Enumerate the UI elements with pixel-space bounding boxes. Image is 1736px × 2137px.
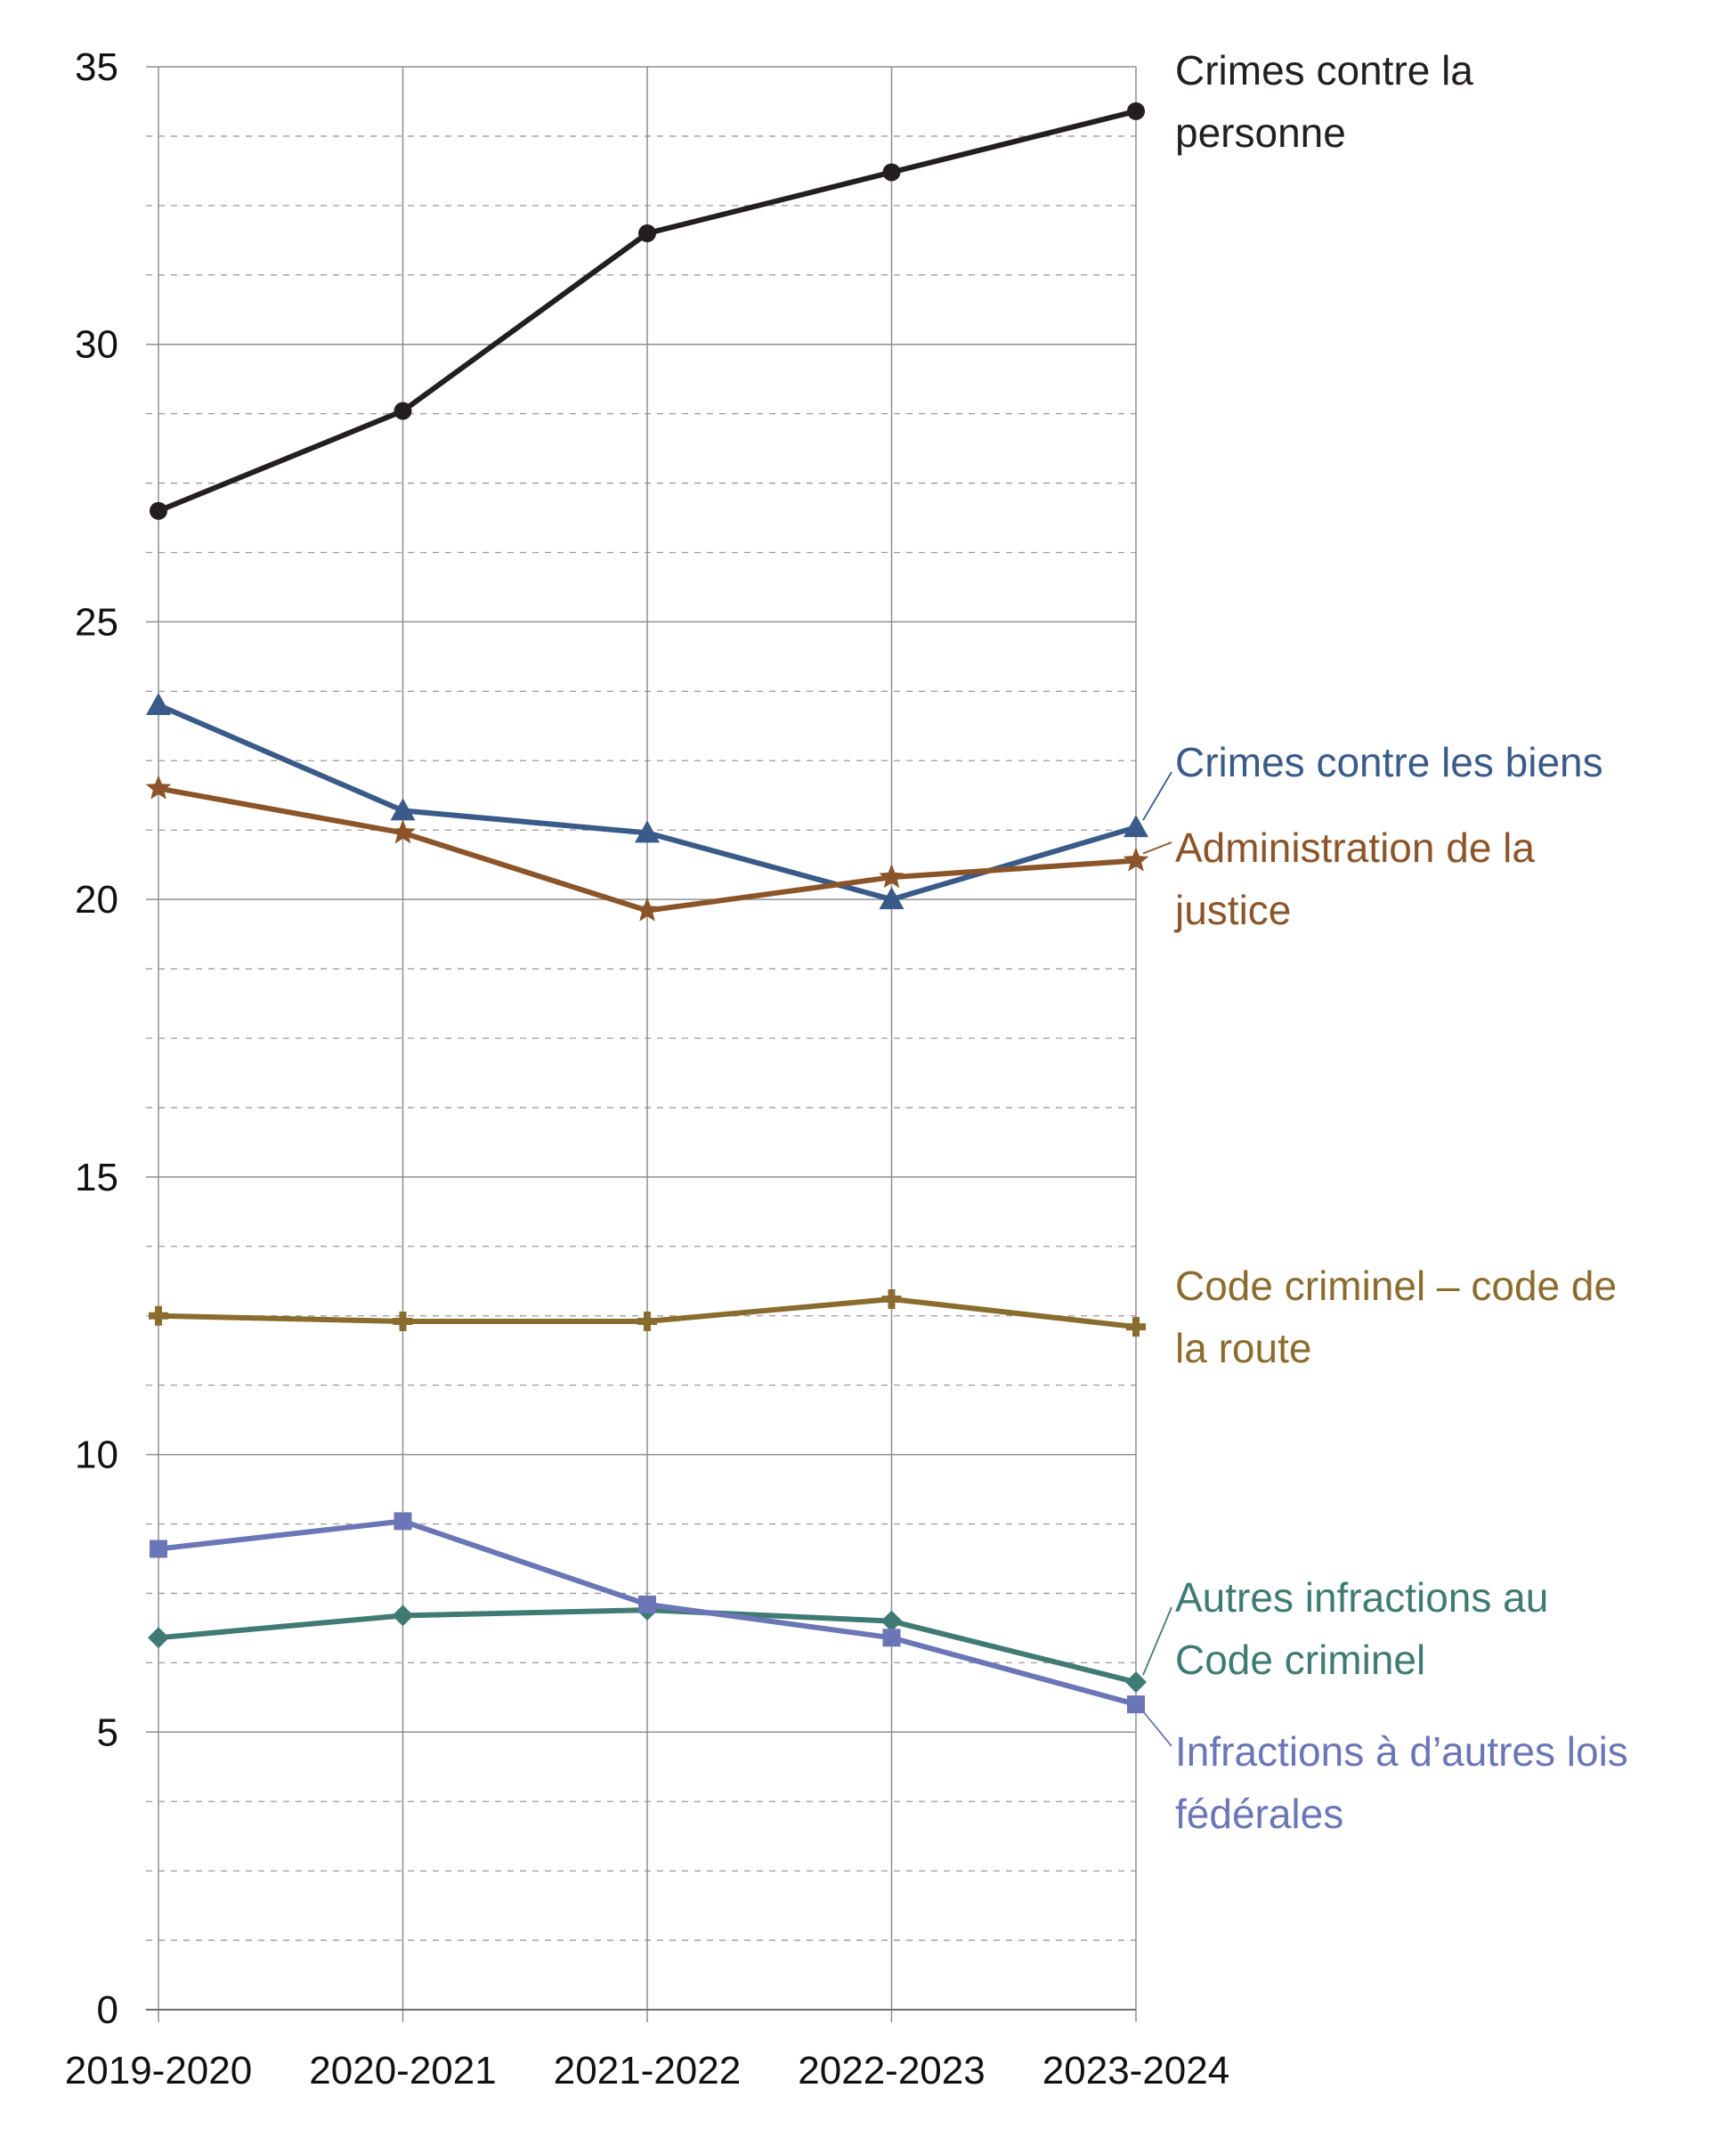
series-label-line: Administration de la (1175, 825, 1535, 871)
data-point-circle (1127, 102, 1145, 120)
x-tick-label: 2019-2020 (65, 2049, 252, 2092)
y-tick-label: 0 (97, 1988, 118, 2032)
data-point-diamond (1125, 1671, 1147, 1694)
series-label-line: Infractions à d’autres lois (1175, 1728, 1628, 1775)
data-point-triangle (146, 692, 171, 715)
grid (146, 66, 1137, 2022)
series-group (145, 102, 1149, 1714)
data-point-square (150, 1540, 167, 1558)
y-tick-label: 25 (75, 600, 118, 644)
data-point-cross (149, 1305, 168, 1326)
series-label-line: fédérales (1175, 1791, 1343, 1837)
x-tick-label: 2023-2024 (1042, 2049, 1229, 2092)
data-point-square (638, 1595, 656, 1613)
data-point-diamond (880, 1610, 903, 1632)
data-point-cross (637, 1311, 657, 1331)
x-tick-label: 2022-2023 (798, 2049, 985, 2092)
x-tick-label: 2020-2021 (309, 2049, 496, 2092)
data-point-star (390, 819, 416, 844)
series-label-line: Autres infractions au (1175, 1574, 1548, 1621)
data-point-circle (882, 163, 901, 182)
data-point-triangle (1124, 815, 1148, 838)
label-leader-line (1142, 1606, 1172, 1676)
data-point-square (882, 1629, 901, 1647)
series-label-line: Code criminel (1175, 1637, 1425, 1683)
data-point-circle (638, 224, 656, 243)
data-point-triangle (879, 887, 905, 910)
series-label-line: la route (1175, 1325, 1311, 1371)
data-point-circle (393, 402, 412, 420)
series-label-line: Crimes contre la (1175, 47, 1473, 93)
series-label-line: justice (1173, 887, 1291, 933)
series-label-line: personne (1175, 110, 1346, 156)
data-point-cross (881, 1289, 902, 1310)
data-point-square (393, 1512, 412, 1531)
data-point-circle (150, 501, 167, 520)
y-tick-label: 20 (75, 878, 118, 922)
series-1 (146, 692, 1148, 910)
label-leader-line (1142, 841, 1172, 855)
y-tick-label: 15 (75, 1156, 118, 1199)
y-tick-label: 35 (75, 45, 118, 89)
data-point-star (145, 775, 172, 800)
series-labels: Crimes contre la personne Crimes contre le… (1142, 47, 1628, 1837)
series-label-line: Crimes contre les biens (1175, 739, 1603, 785)
label-leader-line (1142, 771, 1172, 821)
x-tick-label: 2021-2022 (554, 2049, 741, 2092)
series-3 (149, 1289, 1146, 1337)
data-point-cross (393, 1311, 413, 1331)
series-label-line: Code criminel – code de (1175, 1263, 1617, 1309)
y-tick-label: 10 (75, 1434, 118, 1477)
label-leader-line (1142, 1710, 1172, 1747)
data-point-diamond (148, 1627, 169, 1649)
data-point-triangle (635, 820, 660, 843)
series-0 (150, 102, 1145, 520)
data-point-star (634, 897, 661, 922)
data-point-star (1123, 847, 1149, 872)
data-point-square (1127, 1695, 1145, 1714)
y-tick-label: 30 (75, 323, 118, 367)
series-2 (145, 775, 1149, 922)
series-5 (150, 1512, 1145, 1714)
data-point-triangle (390, 798, 416, 821)
data-point-diamond (392, 1605, 414, 1627)
data-point-cross (1126, 1317, 1146, 1337)
data-point-star (879, 864, 905, 889)
axes: 0 5 10 15 20 25 30 35 2019-2020 2020-2021 2021-202… (65, 45, 1229, 2092)
y-tick-label: 5 (97, 1710, 118, 1754)
